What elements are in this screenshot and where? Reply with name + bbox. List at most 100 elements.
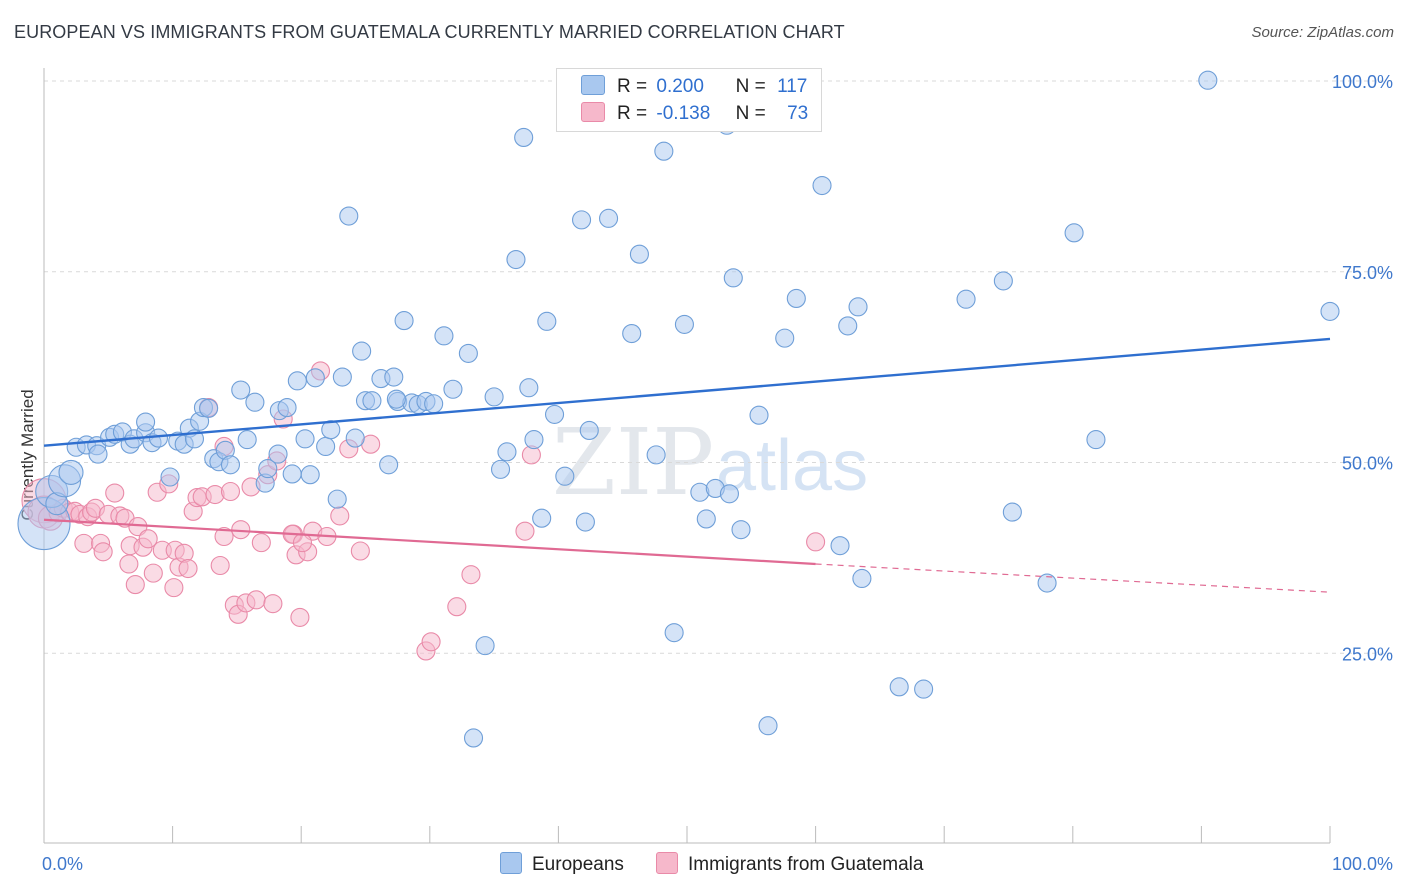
guatemala-point [105, 483, 125, 503]
europeans-point [812, 175, 832, 196]
guatemala-point [515, 521, 535, 541]
legend-item-europeans[interactable]: Europeans [500, 852, 624, 876]
europeans-point [277, 398, 297, 418]
europeans-point [475, 636, 495, 656]
europeans-point [1064, 223, 1084, 243]
europeans-point [352, 341, 372, 361]
europeans-point [490, 459, 511, 479]
europeans-point [231, 380, 251, 400]
watermark-zip: ZIP [552, 409, 714, 516]
europeans-point [339, 206, 359, 226]
guatemala-point [178, 559, 198, 579]
europeans-point [345, 428, 365, 448]
y-tick-label: 25.0% [1342, 644, 1393, 664]
guatemala-point [806, 532, 826, 552]
europeans-point [268, 444, 288, 464]
europeans-point [555, 466, 575, 486]
europeans-point [830, 536, 850, 556]
europeans-point [484, 387, 504, 407]
europeans-point [58, 459, 84, 485]
europeans-point [993, 271, 1013, 291]
r-label: R = [617, 103, 648, 124]
correlation-legend: R = 0.200 N = 117 R = -0.138 N = 73 [556, 68, 822, 132]
europeans-point [646, 445, 666, 465]
europeans-point [136, 412, 156, 432]
europeans-point [497, 442, 517, 462]
europeans-point [775, 328, 795, 348]
n-label: N = [735, 76, 766, 97]
europeans-point [719, 484, 739, 504]
europeans-point [295, 429, 315, 449]
europeans-point [786, 288, 806, 309]
europeans-point [622, 324, 642, 344]
guatemala-point [263, 594, 283, 614]
gridlines [44, 80, 1392, 654]
europeans-point [914, 679, 934, 699]
europeans-point [394, 311, 414, 331]
europeans-point [434, 326, 454, 346]
legend-item-guatemala[interactable]: Immigrants from Guatemala [656, 852, 923, 876]
europeans-point [674, 314, 694, 334]
europeans-point [723, 268, 743, 288]
guatemala-point [290, 607, 310, 627]
watermark-atlas: atlas [716, 426, 868, 506]
series-legend: Europeans Immigrants from Guatemala [0, 852, 1406, 878]
y-tick-label: 75.0% [1342, 263, 1393, 283]
europeans-point [571, 210, 592, 230]
europeans-point [148, 428, 169, 448]
legend-row-europeans: R = 0.200 N = 117 [581, 75, 807, 99]
europeans-point [524, 430, 544, 450]
guatemala-point [119, 554, 139, 574]
n-label: N = [735, 103, 766, 124]
europeans-point [758, 716, 778, 736]
guatemala-trend-line [43, 518, 816, 566]
europeans-swatch [500, 852, 522, 874]
guatemala-point [205, 484, 225, 505]
europeans-r-value: 0.200 [656, 76, 704, 97]
guatemala-trend-extension [815, 563, 1331, 593]
europeans-point [220, 455, 241, 475]
europeans-point [664, 623, 684, 643]
europeans-point [544, 404, 565, 424]
europeans-point [305, 368, 325, 388]
europeans-point [654, 141, 674, 161]
europeans-point [575, 512, 595, 532]
europeans-point [1037, 573, 1057, 593]
europeans-point [1002, 502, 1022, 522]
europeans-n-value: 117 [777, 76, 808, 97]
europeans-point [362, 391, 382, 411]
guatemala-point [164, 578, 184, 598]
europeans-point [532, 508, 552, 528]
europeans-point [316, 436, 336, 457]
europeans-point [1320, 301, 1340, 321]
europeans-point [282, 464, 302, 484]
guatemala-r-value: -0.138 [656, 103, 711, 124]
europeans-point [1086, 430, 1106, 450]
guatemala-point [350, 541, 370, 561]
axes [43, 68, 1331, 844]
europeans-point [749, 405, 769, 425]
europeans-point [889, 677, 909, 697]
guatemala-point [214, 526, 234, 547]
europeans-point [696, 509, 716, 529]
guatemala-point [461, 565, 481, 585]
europeans-point [852, 568, 872, 589]
tick-labels: 25.0% 50.0% 75.0% 100.0% 0.0% 100.0% [42, 72, 1393, 874]
guatemala-point [138, 529, 158, 549]
x-tick-label: 100.0% [1332, 854, 1393, 874]
europeans-point [519, 378, 539, 398]
europeans-point [199, 398, 219, 418]
guatemala-swatch [656, 852, 678, 874]
watermark: ZIP atlas [552, 409, 868, 516]
europeans-point [160, 467, 180, 487]
europeans-point [599, 208, 619, 228]
europeans-point [731, 520, 751, 540]
guatemala-point [330, 506, 350, 526]
europeans-point [514, 127, 534, 148]
europeans-point [443, 379, 463, 399]
guatemala-swatch [581, 102, 605, 122]
chart-title: EUROPEAN VS IMMIGRANTS FROM GUATEMALA CU… [14, 22, 845, 42]
europeans-point [537, 311, 557, 331]
europeans-point [245, 392, 265, 412]
europeans-point [258, 459, 278, 479]
